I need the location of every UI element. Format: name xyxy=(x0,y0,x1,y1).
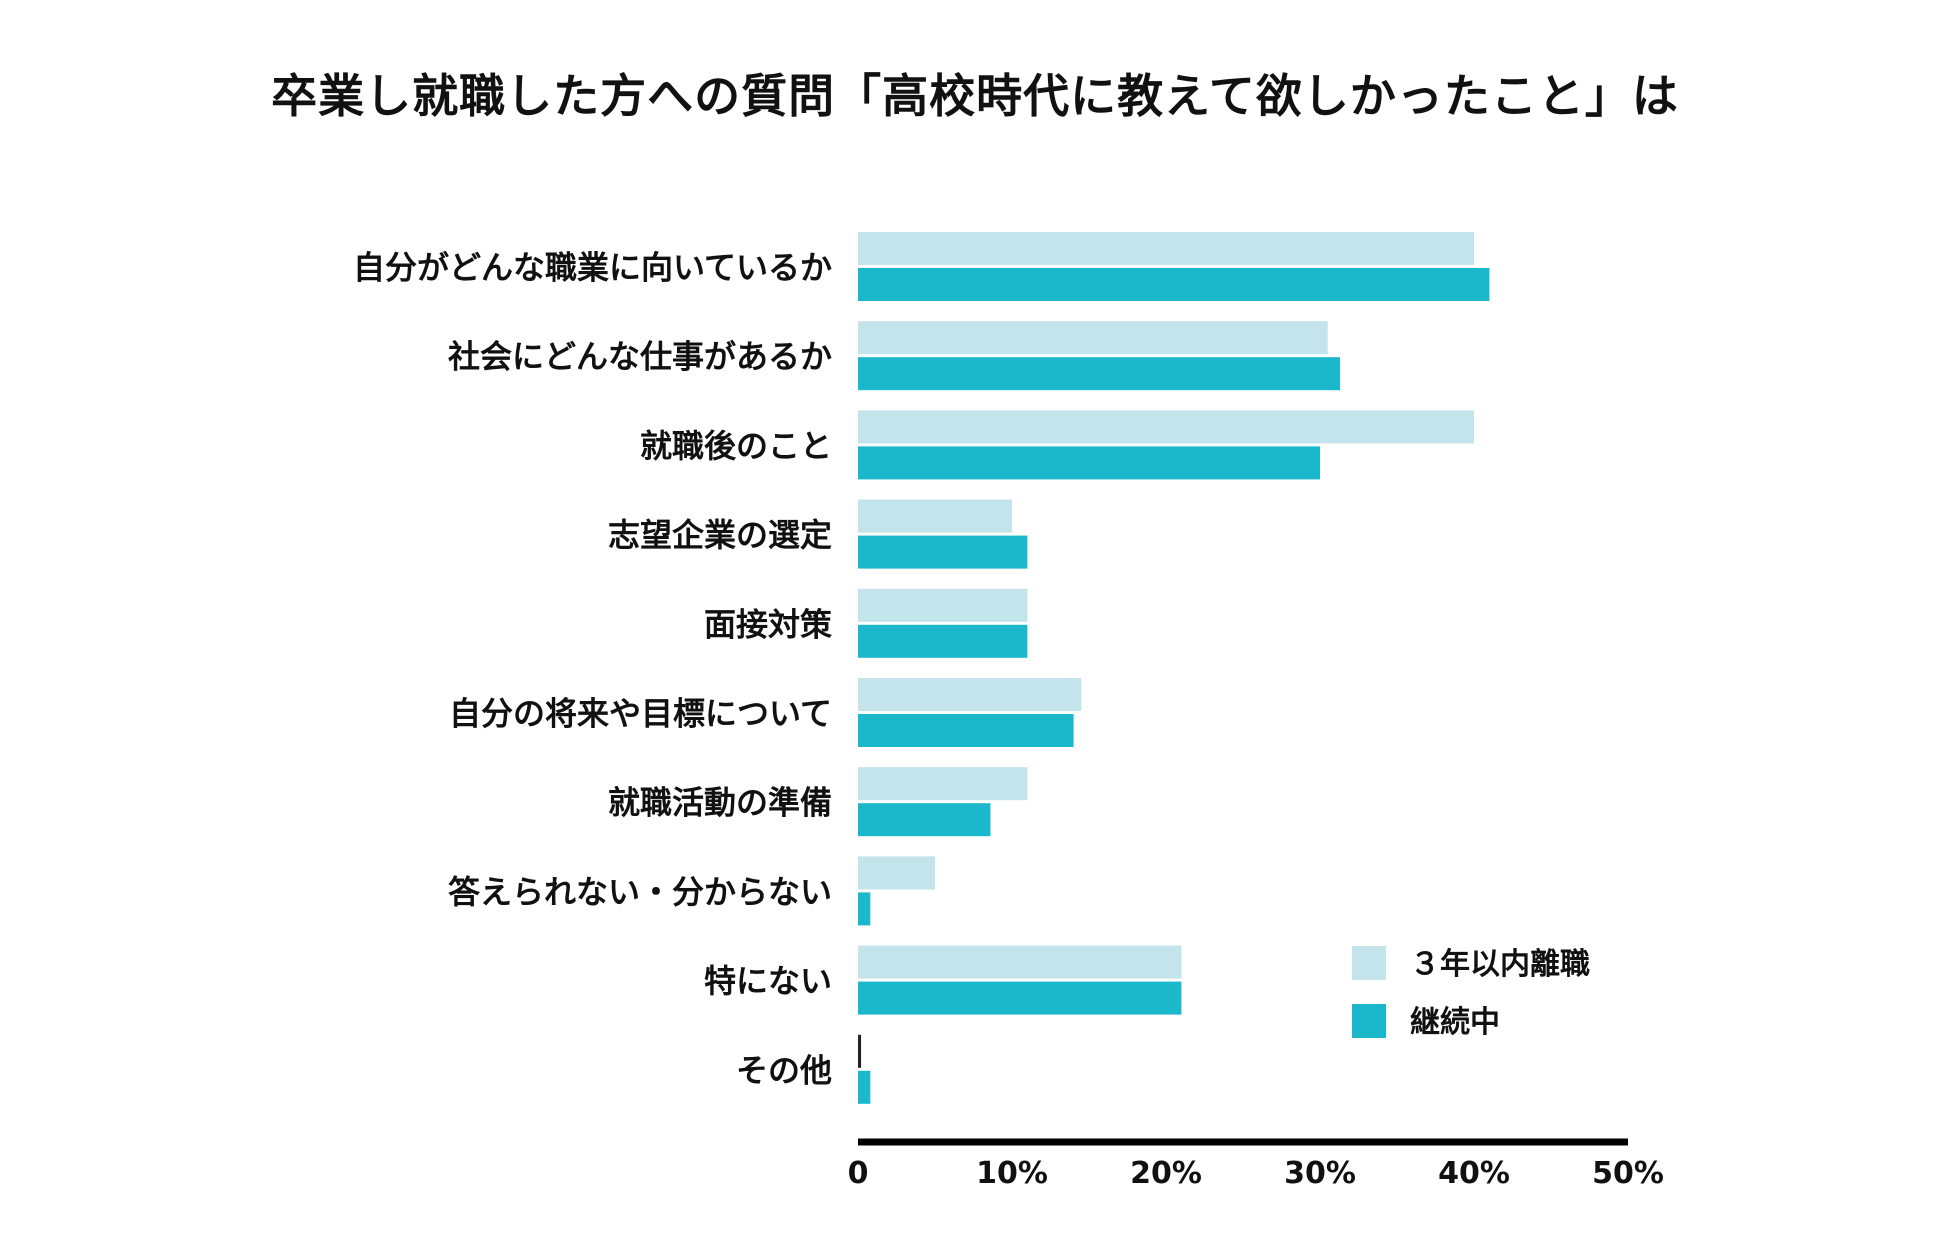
bar-continuing-7 xyxy=(858,892,871,926)
bar-resigned-0 xyxy=(858,232,1474,265)
bars-layer xyxy=(858,232,1490,1104)
bar-continuing-3 xyxy=(858,535,1028,569)
bar-resigned-4 xyxy=(858,588,1028,622)
x-tick-label: 30% xyxy=(1284,1156,1356,1191)
category-label: 社会にどんな仕事があるか xyxy=(448,338,832,376)
legend-label-resigned: ３年以内離職 xyxy=(1410,947,1590,982)
category-labels: 自分がどんな職業に向いているか社会にどんな仕事があるか就職後のこと志望企業の選定… xyxy=(353,249,832,1090)
bar-resigned-9 xyxy=(858,1034,862,1068)
category-label: 自分の将来や目標について xyxy=(449,695,832,733)
x-tick-label: 10% xyxy=(976,1156,1048,1191)
bar-resigned-8 xyxy=(858,945,1182,979)
x-tick-label: 20% xyxy=(1130,1156,1202,1191)
legend-label-continuing: 継続中 xyxy=(1410,1005,1500,1040)
x-axis: 0 10% 20% 30% 40% 50% xyxy=(848,1138,1664,1191)
category-label: 特にない xyxy=(704,962,832,1000)
category-label: 就職活動の準備 xyxy=(608,784,832,822)
x-tick-label: 50% xyxy=(1592,1156,1664,1191)
category-label: 志望企業の選定 xyxy=(608,516,832,554)
legend-swatch-continuing xyxy=(1352,1004,1386,1038)
x-tick-label: 40% xyxy=(1438,1156,1510,1191)
category-label: その他 xyxy=(736,1051,832,1089)
bar-continuing-8 xyxy=(858,981,1182,1015)
bar-continuing-6 xyxy=(858,803,991,837)
x-tick-label: 0 xyxy=(848,1156,869,1191)
bar-continuing-1 xyxy=(858,357,1341,391)
bar-continuing-2 xyxy=(858,446,1320,480)
bar-resigned-2 xyxy=(858,410,1474,444)
bar-continuing-4 xyxy=(858,624,1028,658)
chart-title: 卒業し就職した方への質問「高校時代に教えて欲しかったこと」は xyxy=(271,69,1679,123)
category-label: 答えられない・分からない xyxy=(448,873,832,911)
category-label: 就職後のこと xyxy=(640,427,832,465)
bar-resigned-6 xyxy=(858,767,1028,801)
bar-continuing-0 xyxy=(858,268,1490,301)
bar-continuing-9 xyxy=(858,1070,871,1104)
category-label: 面接対策 xyxy=(704,605,832,643)
bar-resigned-7 xyxy=(858,856,935,890)
bar-resigned-1 xyxy=(858,321,1328,355)
category-label: 自分がどんな職業に向いているか xyxy=(353,249,832,287)
bar-continuing-5 xyxy=(858,714,1074,747)
bar-resigned-5 xyxy=(858,678,1082,711)
legend-swatch-resigned xyxy=(1352,946,1386,980)
bar-resigned-3 xyxy=(858,499,1012,533)
